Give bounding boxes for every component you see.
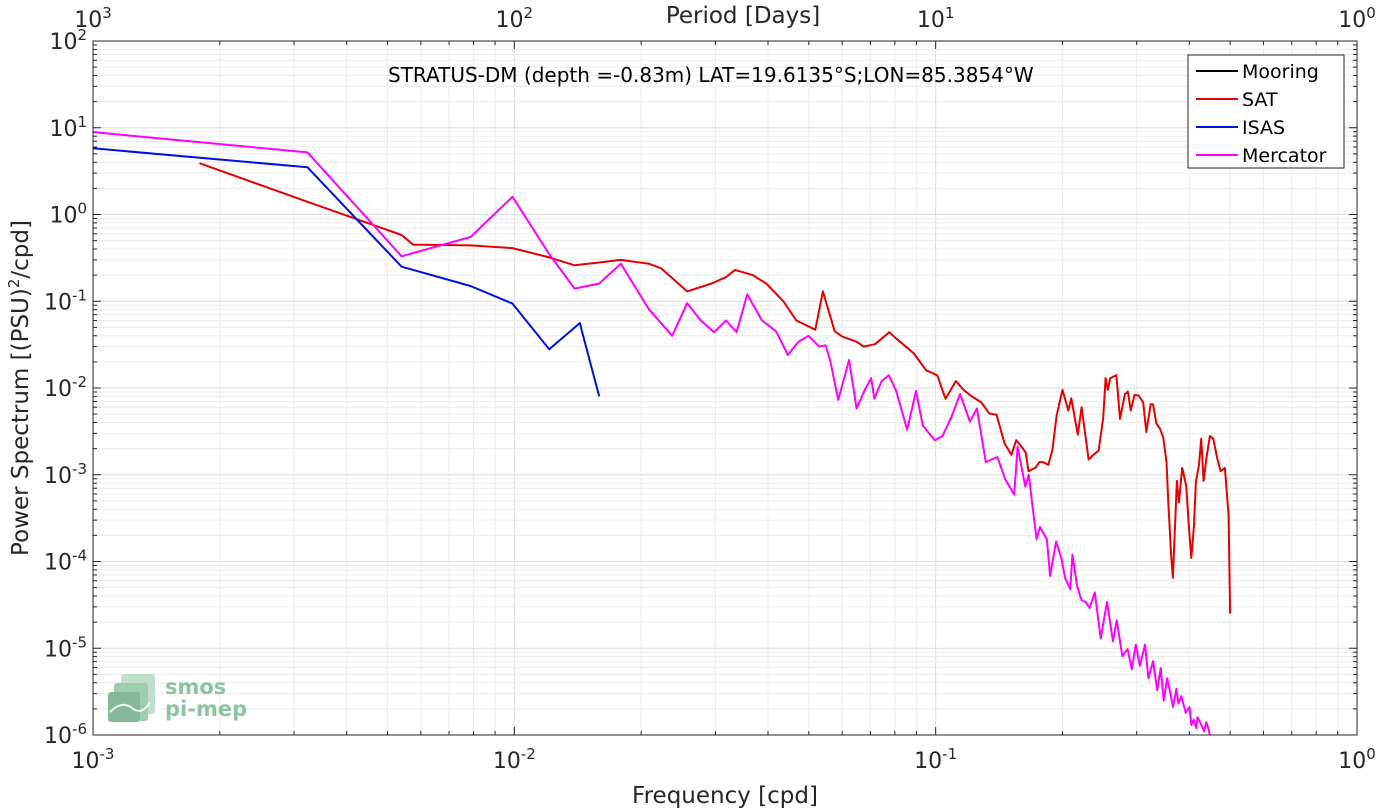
x2-tick-label: 100 [1338,4,1376,33]
x2-tick-label-base: 10 [917,8,945,33]
x-tick-label-exponent: -2 [521,745,536,763]
axis-ticks [92,41,1357,736]
x-tick-label: 100 [1338,745,1376,774]
series-lines [92,131,1232,736]
y-tick-label: 10-3 [44,460,87,489]
logo-emblem [108,674,155,722]
y-tick-label-base: 10 [49,117,77,142]
y-tick-label: 100 [49,200,87,229]
y-tick-label: 101 [49,113,87,142]
y-tick-label: 10-5 [44,633,87,662]
x2-tick-label: 101 [917,4,955,33]
y-tick-label: 10-4 [44,547,87,576]
x2-tick-label-exponent: 1 [945,4,955,22]
x2-tick-label-exponent: 3 [102,4,112,22]
x2-tick-label-base: 10 [496,8,524,33]
series-line-isas [92,147,601,397]
y-axis-title-end: /cpd] [8,220,34,279]
x-tick-label-base: 10 [493,749,521,774]
series-line-mercator [92,131,1211,736]
y-tick-label-exponent: -5 [72,633,87,651]
legend-label-mercator: Mercator [1242,145,1327,167]
x2-tick-label-base: 10 [1338,8,1366,33]
y-tick-label-exponent: -4 [72,547,87,565]
x2-tick-label-exponent: 0 [1366,4,1376,22]
legend-label-mooring: Mooring [1242,61,1319,83]
legend-label-sat: SAT [1242,89,1278,111]
y-tick-label-base: 10 [44,377,72,402]
y-tick-label-exponent: 0 [77,200,87,218]
x-tick-label-base: 10 [914,749,942,774]
y-tick-label-base: 10 [49,204,77,229]
x-tick-label: 10-2 [493,745,536,774]
y-tick-label-exponent: -1 [72,286,87,304]
x2-axis-title: Period [Days] [666,3,820,29]
logo-text-line1: smos [165,675,226,699]
x-tick-label-exponent: -1 [942,745,957,763]
y-tick-label-base: 10 [44,637,72,662]
y-tick-label-exponent: 2 [77,26,87,44]
legend-items: Mooring SAT ISAS Mercator [1196,61,1327,167]
y-tick-label: 102 [49,26,87,55]
y-tick-label: 10-6 [44,720,87,749]
x-tick-label: 10-1 [914,745,957,774]
y-tick-label-base: 10 [44,290,72,315]
y-tick-label-exponent: -2 [72,373,87,391]
y-tick-label-base: 10 [49,30,77,55]
legend-label-isas: ISAS [1242,117,1285,139]
station-annotation: STRATUS-DM (depth =-0.83m) LAT=19.6135°S… [388,63,1034,87]
y-tick-label-base: 10 [44,551,72,576]
x-axis-title: Frequency [cpd] [632,783,818,809]
y-tick-label: 10-1 [44,286,87,315]
legend-box [1187,54,1345,169]
y-axis-title-sup: 2 [5,279,23,289]
x2-tick-label-base: 10 [74,8,102,33]
x2-tick-label: 102 [496,4,534,33]
x-tick-label-base: 10 [72,749,100,774]
x-tick-label: 10-3 [72,745,115,774]
y-tick-label-exponent: -3 [72,460,87,478]
x-tick-label-base: 10 [1338,749,1366,774]
plot-frame [92,40,1358,736]
legend: Mooring SAT ISAS Mercator [1187,54,1345,169]
y-tick-label-base: 10 [44,724,72,749]
y-tick-label-base: 10 [44,464,72,489]
x-tick-label-exponent: -3 [100,745,115,763]
x2-tick-label: 103 [74,4,112,33]
y-axis-title-main: Power Spectrum [(PSU) [8,288,34,556]
series-line-sat [199,162,1232,614]
y-axis-title: Power Spectrum [(PSU)2/cpd] [5,220,34,556]
smos-pi-mep-logo: smos pi-mep [108,674,247,722]
y-tick-label: 10-2 [44,373,87,402]
y-tick-label-exponent: 1 [77,113,87,131]
y-tick-label-exponent: -6 [72,720,87,738]
x-tick-label-exponent: 0 [1366,745,1376,763]
logo-text-line2: pi-mep [165,697,247,721]
x2-tick-label-exponent: 2 [524,4,534,22]
